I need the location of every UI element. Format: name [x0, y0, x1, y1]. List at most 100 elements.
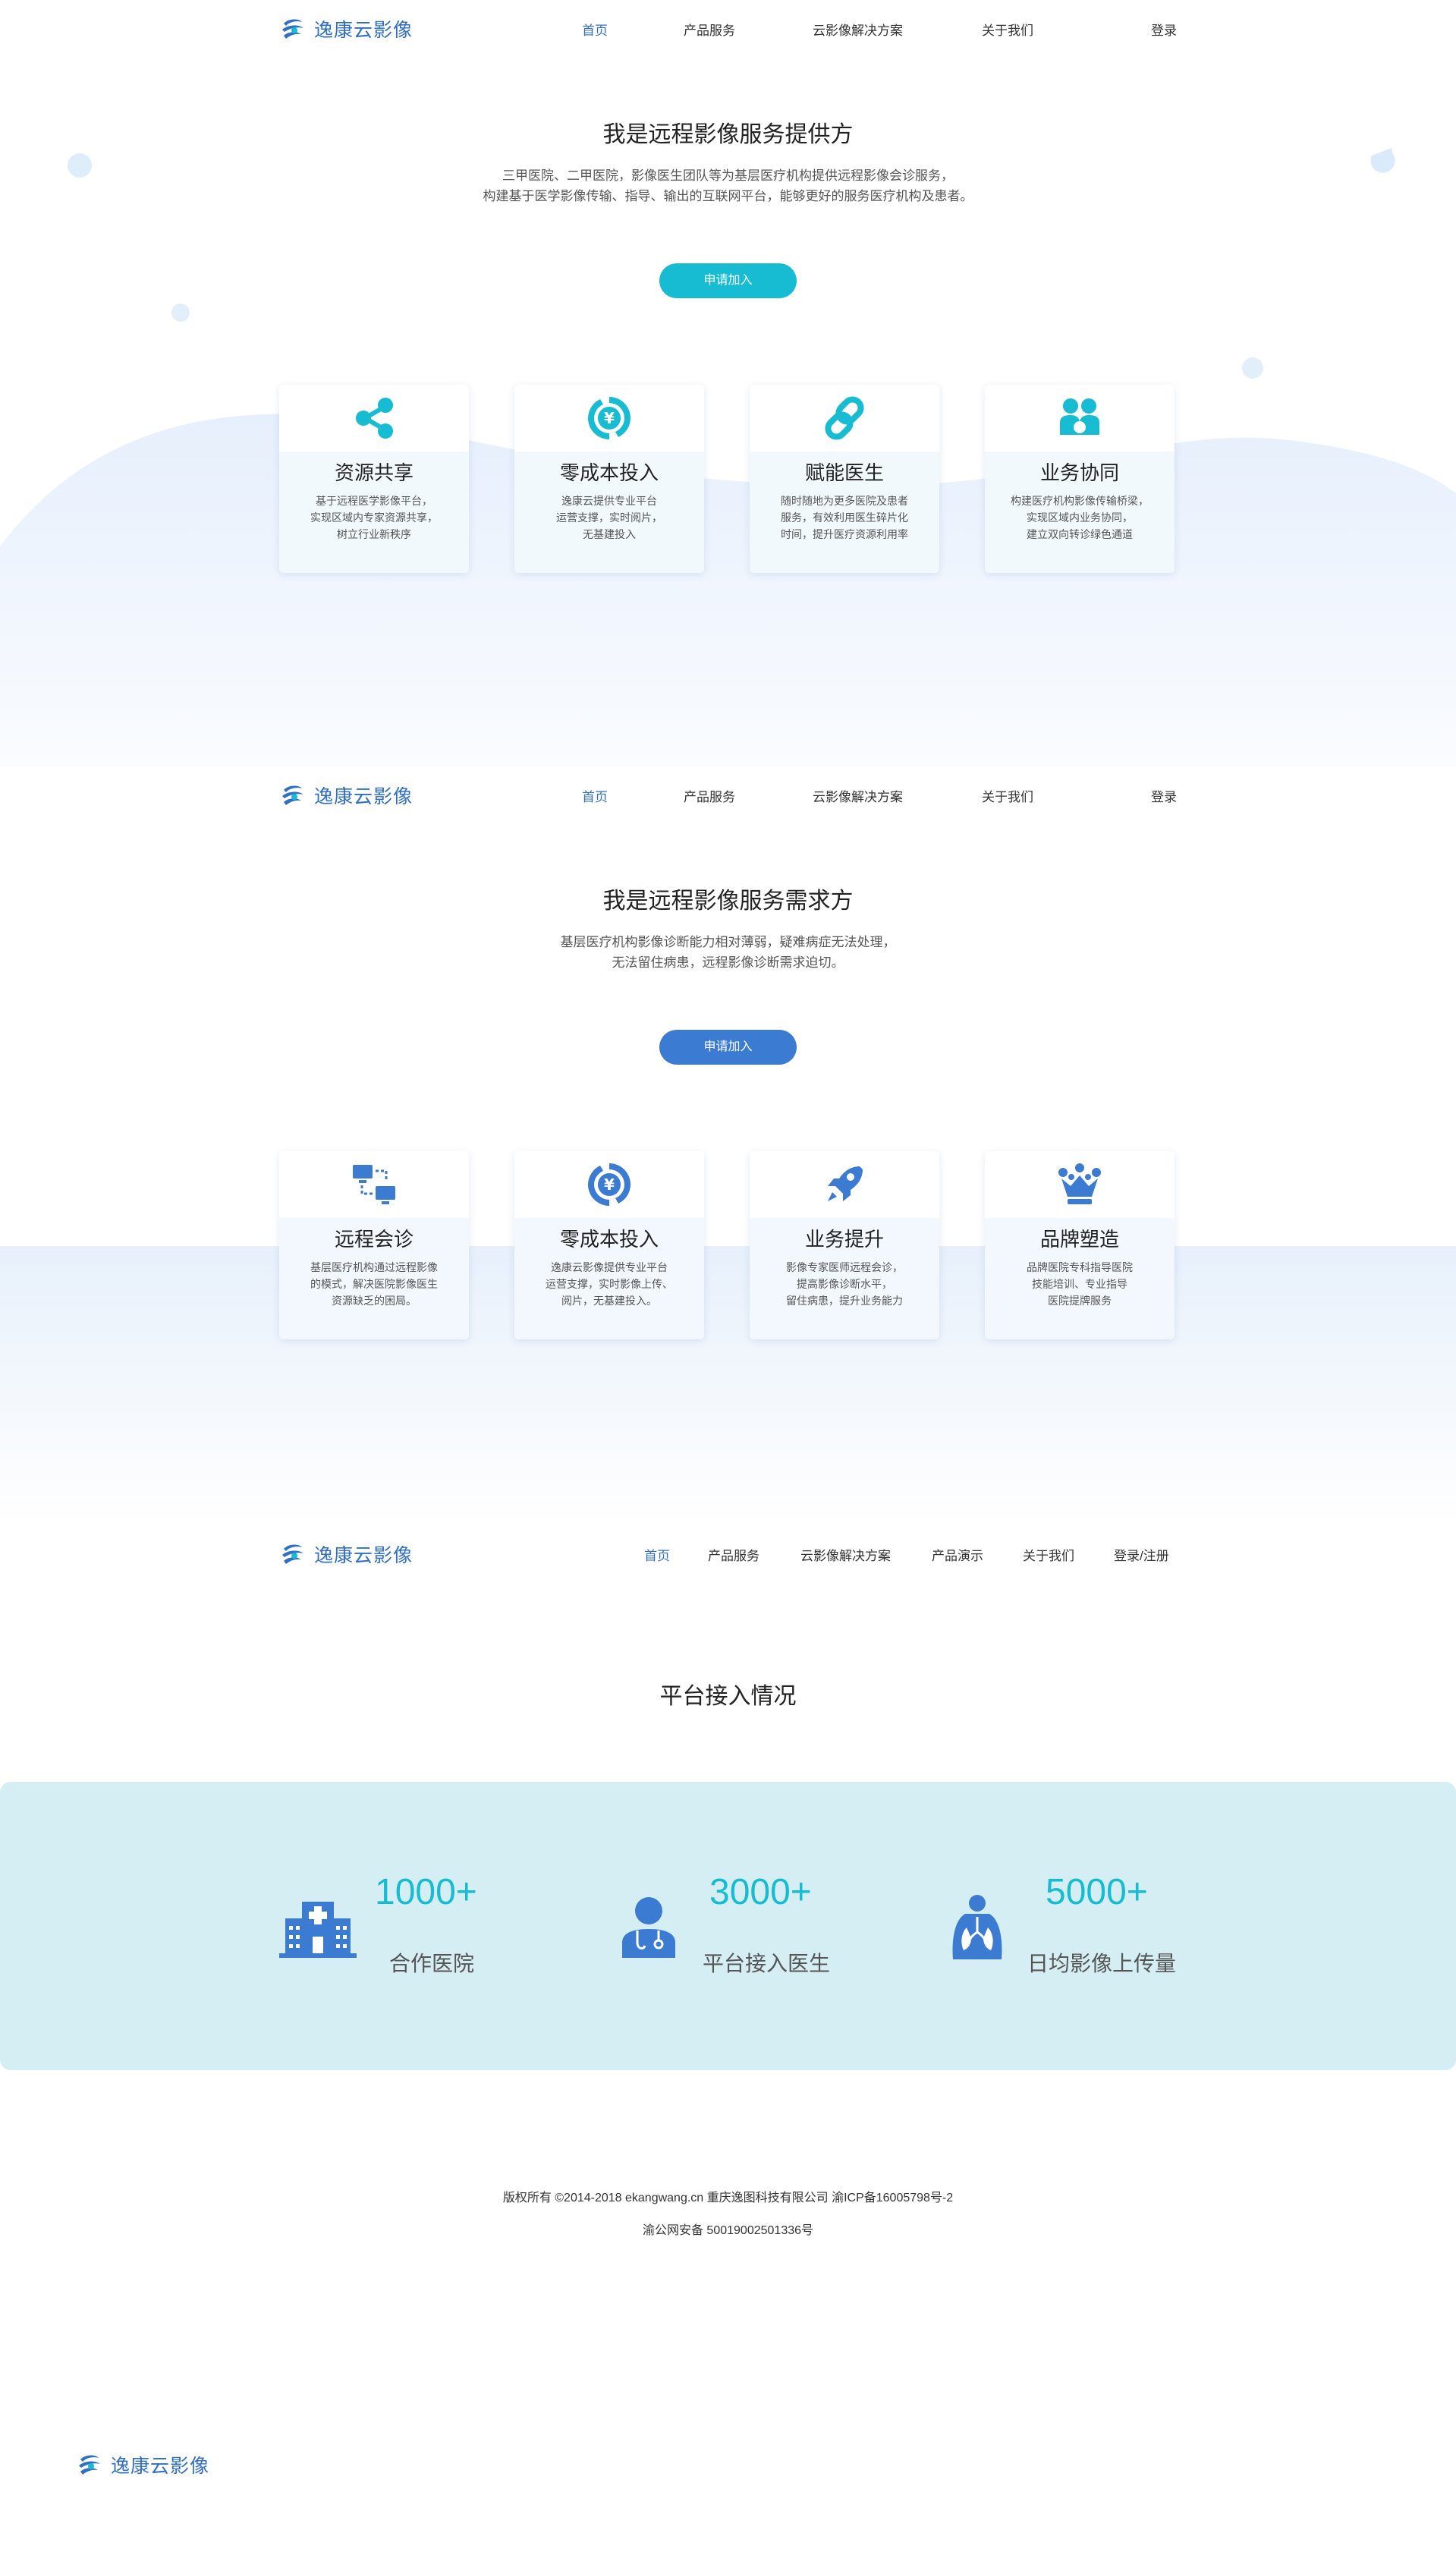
nav-home[interactable]: 首页 — [582, 24, 608, 38]
provider-apply-button[interactable]: 申请加入 — [659, 263, 797, 298]
nav-home[interactable]: 首页 — [582, 790, 608, 804]
card-text: 影像专家医师远程会诊， 提高影像诊断水平， 留住病患，提升业务能力 — [765, 1259, 924, 1309]
card-title: 品牌塑造 — [1039, 1228, 1119, 1251]
nav-solutions[interactable]: 云影像解决方案 — [813, 24, 903, 38]
nav-about[interactable]: 关于我们 — [982, 24, 1033, 38]
card-line: 逸康云提供专业平台 — [561, 495, 657, 507]
doctor-icon — [622, 1897, 675, 1958]
demand-apply-button[interactable]: 申请加入 — [659, 1030, 797, 1065]
card-line: 运营支撑，实时影像上传、 — [546, 1278, 673, 1290]
lungs-icon — [952, 1895, 1002, 1959]
card-bottom-bg — [514, 1218, 704, 1339]
card-line: 时间，提升医疗资源利用率 — [781, 528, 908, 540]
card-bottom-bg — [514, 452, 704, 573]
card-text: 逸康云提供专业平台 运营支撑，实时阅片， 无基建投入 — [530, 492, 689, 543]
card-line: 构建医疗机构影像传输桥梁， — [1011, 495, 1149, 507]
nav-home[interactable]: 首页 — [644, 1549, 670, 1563]
card-line: 提高影像诊断水平， — [797, 1278, 892, 1290]
stat-label: 平台接入医生 — [703, 1952, 831, 1975]
nav-login[interactable]: 登录 — [1151, 790, 1177, 804]
nav-solutions[interactable]: 云影像解决方案 — [813, 790, 903, 804]
card-line: 医院提牌服务 — [1048, 1295, 1112, 1307]
stat-number: 1000+ — [375, 1872, 477, 1912]
stat-number: 5000+ — [1046, 1872, 1148, 1912]
nav-solutions[interactable]: 云影像解决方案 — [800, 1549, 891, 1563]
card-text: 逸康云影像提供专业平台 运营支撑，实时影像上传、 阅片，无基建投入。 — [530, 1259, 689, 1309]
card-title: 业务协同 — [1039, 461, 1119, 484]
card-bottom-bg — [279, 1218, 469, 1339]
demand-card: 远程会诊 基层医疗机构通过远程影像 的模式，解决医院影像医生 资源缺乏的困局。 — [279, 1151, 469, 1339]
provider-card: ¥ 零成本投入 逸康云提供专业平台 运营支撑，实时阅片， 无基建投入 — [514, 385, 704, 573]
brand-logo[interactable]: 逸康云影像 — [279, 14, 413, 44]
top-nav: 逸康云影像 首页 产品服务 云影像解决方案 关于我们 登录 — [0, 0, 1456, 56]
yen-cycle-icon: ¥ — [588, 397, 631, 439]
collaboration-icon — [1060, 398, 1099, 435]
card-title: 零成本投入 — [559, 461, 659, 484]
link-icon — [825, 396, 864, 440]
brand-logo[interactable]: 逸康云影像 — [279, 780, 413, 810]
card-bottom-bg — [985, 452, 1175, 573]
demand-card: 品牌塑造 品牌医院专科指导医院 技能培训、专业指导 医院提牌服务 — [985, 1151, 1175, 1339]
provider-title: 我是远程影像服务提供方 — [602, 122, 854, 147]
nav-products[interactable]: 产品服务 — [684, 790, 735, 804]
card-title: 远程会诊 — [334, 1228, 414, 1251]
platform-title: 平台接入情况 — [659, 1684, 797, 1709]
svg-text:¥: ¥ — [604, 409, 615, 427]
stat-number: 3000+ — [709, 1872, 812, 1912]
stats-band — [0, 1782, 1456, 2070]
demand-desc-line2: 无法留住病患，远程影像诊断需求迫切。 — [612, 955, 844, 970]
provider-card: 资源共享 基于远程医学影像平台， 实现区域内专家资源共享， 树立行业新秩序 — [279, 385, 469, 573]
stat-label: 合作医院 — [389, 1952, 475, 1975]
logo-icon — [282, 19, 303, 39]
demand-title: 我是远程影像服务需求方 — [602, 889, 854, 914]
card-text: 品牌医院专科指导医院 技能培训、专业指导 医院提牌服务 — [1000, 1259, 1159, 1309]
provider-desc-line2: 构建基于医学影像传输、指导、输出的互联网平台，能够更好的服务医疗机构及患者。 — [483, 189, 973, 203]
card-line: 实现区域内业务协同， — [1027, 511, 1133, 524]
card-line: 留住病患，提升业务能力 — [786, 1295, 903, 1307]
card-line: 的模式，解决医院影像医生 — [310, 1278, 438, 1290]
top-nav: 逸康云影像 首页 产品服务 云影像解决方案 产品演示 关于我们 登录/注册 — [0, 1525, 1456, 1581]
card-title: 零成本投入 — [559, 1228, 659, 1251]
crown-icon — [1058, 1163, 1101, 1204]
card-line: 阅片，无基建投入。 — [561, 1295, 657, 1307]
card-line: 品牌医院专科指导医院 — [1027, 1261, 1133, 1273]
platform-section: 逸康云影像 首页 产品服务 云影像解决方案 产品演示 关于我们 登录/注册 平台… — [0, 1525, 1456, 2571]
provider-desc-line1: 三甲医院、二甲医院，影像医生团队等为基层医疗机构提供远程影像会诊服务， — [502, 168, 954, 183]
stat-label: 日均影像上传量 — [1027, 1952, 1177, 1975]
logo-icon — [282, 785, 303, 805]
card-bottom-bg — [750, 1218, 939, 1339]
footer-logo[interactable]: 逸康云影像 — [76, 2451, 209, 2478]
nav-about[interactable]: 关于我们 — [982, 790, 1033, 804]
card-text: 构建医疗机构影像传输桥梁， 实现区域内业务协同， 建立双向转诊绿色通道 — [1000, 492, 1159, 543]
demand-desc-line1: 基层医疗机构影像诊断能力相对薄弱，疑难病症无法处理， — [560, 935, 896, 949]
nav-login[interactable]: 登录 — [1151, 24, 1177, 38]
card-line: 树立行业新秩序 — [337, 528, 411, 540]
brand-name: 逸康云影像 — [111, 2456, 210, 2477]
brand-name: 逸康云影像 — [314, 786, 414, 807]
card-line: 基层医疗机构通过远程影像 — [310, 1261, 438, 1273]
card-line: 基于远程医学影像平台， — [316, 495, 432, 507]
top-nav: 逸康云影像 首页 产品服务 云影像解决方案 关于我们 登录 — [0, 766, 1456, 823]
brand-name: 逸康云影像 — [314, 20, 414, 41]
yen-cycle-icon: ¥ — [588, 1163, 631, 1206]
demand-section: 逸康云影像 首页 产品服务 云影像解决方案 关于我们 登录 我是远程影像服务需求… — [0, 766, 1456, 1525]
card-title: 资源共享 — [334, 461, 414, 484]
card-bottom-bg — [279, 452, 469, 573]
nav-login-register[interactable]: 登录/注册 — [1114, 1549, 1169, 1563]
share-icon — [356, 398, 393, 439]
brand-logo[interactable]: 逸康云影像 — [279, 1539, 413, 1569]
svg-text:¥: ¥ — [604, 1175, 615, 1194]
provider-section: 逸康云影像 首页 产品服务 云影像解决方案 关于我们 登录 我是远程影像服务提供… — [0, 0, 1456, 766]
nav-demo[interactable]: 产品演示 — [932, 1549, 983, 1563]
nav-products[interactable]: 产品服务 — [684, 24, 735, 38]
card-line: 实现区域内专家资源共享， — [310, 511, 438, 524]
card-line: 技能培训、专业指导 — [1032, 1278, 1127, 1290]
card-text: 随时随地为更多医院及患者 服务，有效利用医生碎片化 时间，提升医疗资源利用率 — [765, 492, 924, 543]
logo-icon — [79, 2455, 100, 2475]
footer-police-record: 渝公网安备 50019002501336号 — [642, 2224, 814, 2237]
hospital-icon — [279, 1902, 357, 1958]
nav-products[interactable]: 产品服务 — [708, 1549, 759, 1563]
nav-about[interactable]: 关于我们 — [1023, 1549, 1074, 1563]
card-line: 无基建投入 — [583, 528, 636, 540]
card-line: 运营支撑，实时阅片， — [556, 511, 662, 524]
